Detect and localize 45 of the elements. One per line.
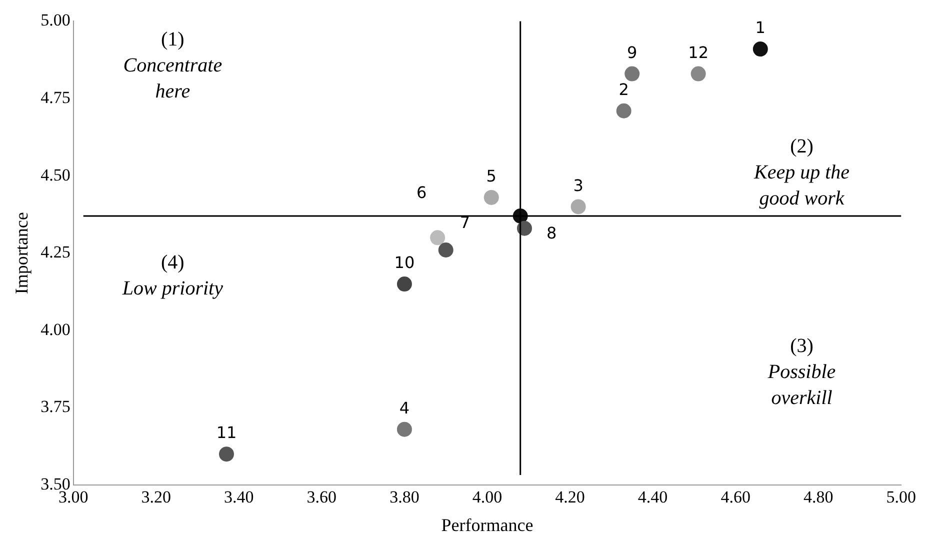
annotation: (1) Concentrate here — [123, 28, 222, 103]
annotation: (2) Keep up the good work — [753, 135, 850, 210]
y-tick-label: 3.75 — [40, 397, 70, 416]
x-tick-label: 4.80 — [803, 488, 834, 507]
annotation: 11 — [216, 423, 237, 442]
y-axis-title: Importance — [12, 212, 32, 294]
annotation: 6 — [416, 182, 427, 202]
x-tick-label: 3.80 — [390, 488, 420, 507]
point — [690, 66, 706, 82]
point — [218, 446, 234, 462]
point — [570, 199, 586, 214]
annotation: 12 — [688, 42, 708, 62]
annotation: 2 — [618, 80, 629, 100]
x-tick-label: 3.20 — [141, 488, 172, 507]
point — [438, 242, 454, 258]
annotation: 3 — [573, 176, 584, 195]
y-tick-label: 4.25 — [40, 242, 70, 262]
annotation: 7 — [460, 213, 470, 232]
y-tick-label: 4.75 — [40, 88, 70, 107]
point — [396, 422, 412, 437]
x-tick-label: 3.40 — [224, 488, 254, 507]
annotation: (4) Low priority — [121, 251, 224, 300]
x-tick-label: 4.20 — [555, 488, 585, 507]
annotation: 5 — [486, 166, 496, 186]
x-tick-label: 4.40 — [638, 488, 668, 507]
point — [430, 230, 446, 246]
point — [484, 190, 499, 205]
x-tick-label: 3.60 — [306, 488, 337, 507]
annotation: (3) Possible overkill — [766, 334, 836, 409]
annotation: 10 — [394, 253, 415, 272]
point — [396, 276, 412, 292]
x-axis-title: Performance — [441, 514, 534, 535]
x-tick-label: 4.00 — [472, 488, 502, 507]
annotation: 8 — [546, 224, 557, 243]
y-tick-label: 5.00 — [40, 10, 70, 30]
point — [624, 66, 640, 82]
y-tick-label: 4.00 — [40, 320, 70, 339]
point — [752, 42, 768, 57]
y-tick-label: 4.50 — [40, 165, 70, 184]
annotation: 1 — [755, 18, 766, 38]
x-tick-label: 4.60 — [720, 488, 750, 507]
annotation: 9 — [627, 42, 638, 62]
annotation: 4 — [399, 398, 410, 418]
x-tick-label: 5.00 — [886, 488, 916, 507]
point — [616, 103, 632, 118]
